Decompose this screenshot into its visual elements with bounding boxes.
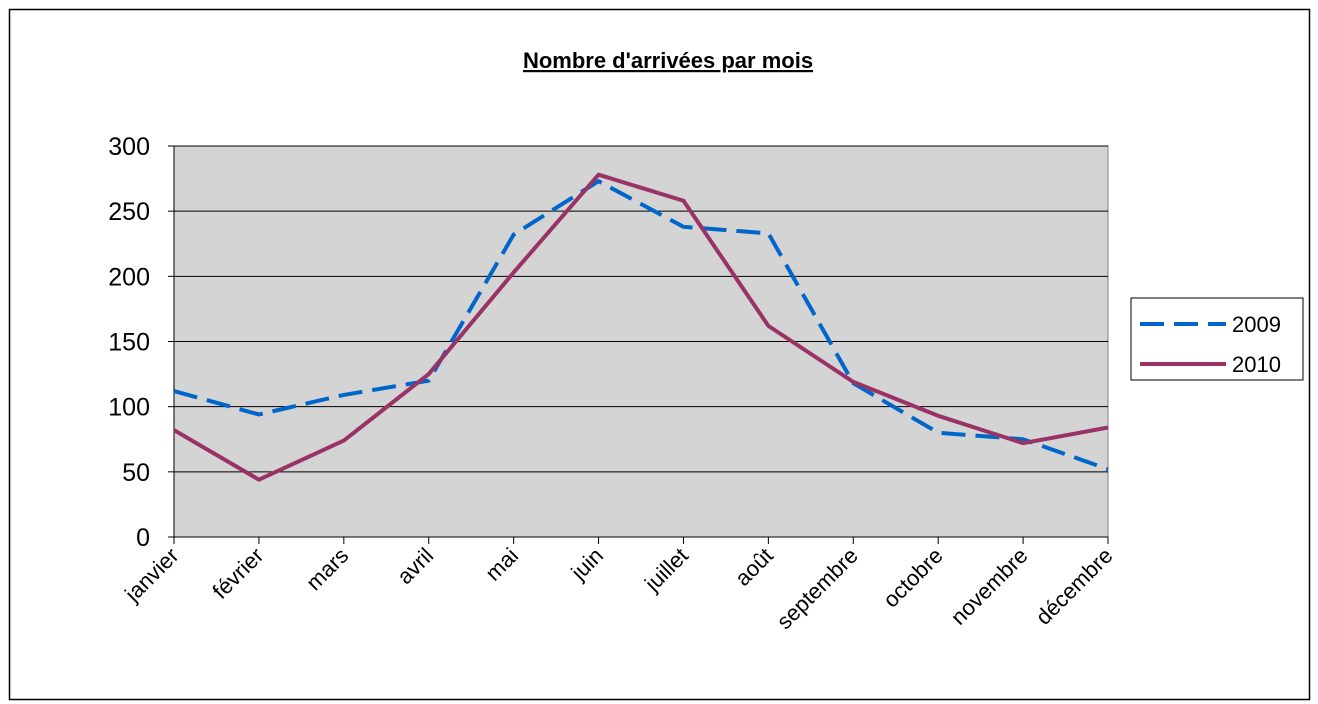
chart-title: Nombre d'arrivées par mois bbox=[523, 48, 813, 73]
legend: 2009 2010 bbox=[1130, 297, 1304, 381]
legend-label: 2009 bbox=[1232, 312, 1281, 337]
y-tick-label: 150 bbox=[108, 329, 150, 357]
y-tick-label: 250 bbox=[108, 198, 150, 226]
series-line bbox=[172, 172, 1109, 482]
y-tick-label: 50 bbox=[122, 459, 150, 487]
y-tick-label: 200 bbox=[108, 263, 150, 291]
legend-label: 2010 bbox=[1232, 352, 1281, 377]
y-tick-label: 100 bbox=[108, 394, 150, 422]
y-tick-label: 300 bbox=[108, 133, 150, 161]
legend-box bbox=[1130, 297, 1304, 381]
y-tick-label: 0 bbox=[136, 524, 150, 552]
series-line bbox=[173, 179, 1109, 472]
